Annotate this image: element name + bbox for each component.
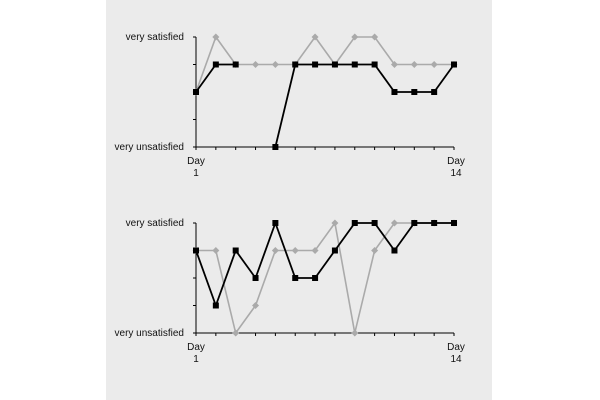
x-label-start: 1 [193, 168, 199, 179]
series-1-point [312, 275, 319, 281]
series-1-point [252, 275, 259, 281]
series-0-point [252, 302, 260, 309]
x-label-end: 14 [450, 168, 462, 179]
series-1-point [212, 302, 219, 309]
series-1-point [411, 220, 418, 226]
series-1-line [195, 63, 236, 93]
series-1-point [292, 275, 299, 281]
y-label-bottom: very unsatisfied [115, 328, 184, 339]
x-label-end: Day [447, 156, 465, 167]
y-label-top: very satisfied [126, 32, 184, 43]
series-0-point [232, 329, 240, 337]
series-1-point [371, 220, 378, 226]
series-1-point [272, 144, 279, 150]
series-0-point [271, 61, 279, 68]
series-1-point [212, 61, 219, 68]
series-1-line [274, 63, 455, 148]
y-label-bottom: very unsatisfied [115, 142, 184, 153]
series-1-point [431, 220, 438, 226]
series-1-point [431, 89, 438, 95]
series-1-point [312, 61, 319, 68]
series-1-point [411, 89, 418, 95]
series-1-point [391, 247, 398, 254]
series-1-point [451, 61, 457, 68]
y-label-top: very satisfied [126, 218, 184, 229]
series-1-point [331, 247, 338, 254]
series-0-point [311, 33, 319, 41]
series-1-point [193, 247, 199, 254]
series-1-point [232, 61, 239, 68]
series-1-point [232, 247, 239, 254]
series-0-point [371, 247, 379, 254]
series-0-point [351, 329, 359, 337]
series-0-point [291, 247, 299, 254]
x-label-start: 1 [193, 354, 199, 365]
series-0-point [271, 247, 279, 254]
series-0-point [212, 247, 220, 254]
series-0-point [410, 61, 418, 68]
series-1-line [195, 220, 454, 309]
series-0-point [311, 247, 319, 254]
x-label-start: Day [187, 156, 205, 167]
series-0-point [212, 33, 220, 41]
x-label-start: Day [187, 342, 205, 353]
x-label-end: Day [447, 342, 465, 353]
series-0-point [351, 33, 359, 41]
series-0-point [252, 61, 260, 68]
series-1-point [451, 220, 457, 226]
series-0-line [196, 221, 454, 335]
series-1-point [351, 61, 358, 68]
series-0-point [390, 61, 398, 68]
series-1-point [272, 220, 279, 226]
series-0-point [371, 33, 379, 41]
series-1-point [391, 89, 398, 95]
series-1-point [331, 61, 338, 68]
series-0-point [430, 61, 438, 68]
series-0-point [390, 219, 398, 227]
series-0-point [331, 219, 339, 227]
series-1-point [351, 220, 358, 226]
x-label-end: 14 [450, 354, 462, 365]
series-1-point [292, 61, 299, 68]
series-1-point [371, 61, 378, 68]
series-1-point [193, 89, 199, 95]
